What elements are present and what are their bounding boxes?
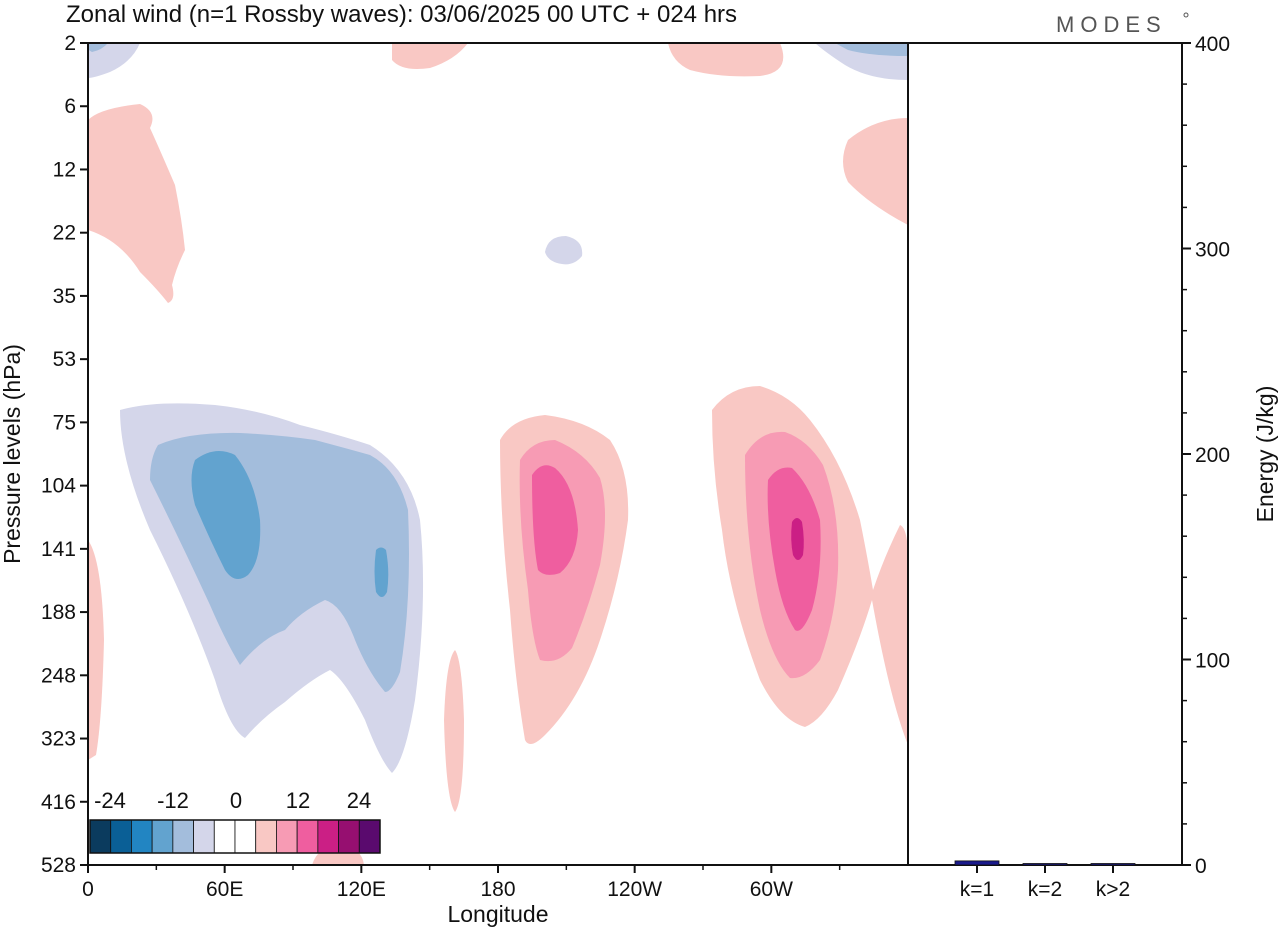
colorbar-labels: -24 -12 0 12 24 xyxy=(94,788,371,813)
y-tick-label: 188 xyxy=(41,601,76,624)
energy-y-ticks: 0 100 200 300 400 xyxy=(1182,33,1230,878)
y-tick-label: 104 xyxy=(41,475,76,498)
y-tick-label: 35 xyxy=(53,285,76,308)
colorbar-label: 0 xyxy=(230,788,242,813)
y-tick-label: 75 xyxy=(53,411,76,434)
y-tick-label: 22 xyxy=(53,222,76,245)
registered-mark-icon xyxy=(1183,12,1189,18)
contour-neg-small xyxy=(545,236,583,265)
energy-tick-label: 100 xyxy=(1195,650,1230,673)
colorbar-label: -12 xyxy=(157,788,189,813)
contour-plot: -24 -12 0 12 24 2 6 12 22 35 53 75 104 141 188 248 323 4… xyxy=(41,32,909,901)
y-tick-label: 416 xyxy=(41,791,76,814)
colorbar xyxy=(89,819,381,854)
energy-bars xyxy=(954,860,1136,866)
x-axis-ticks: 0 60E 120E 180 120W 60W xyxy=(82,865,841,901)
colorbar-swatch xyxy=(151,819,174,854)
y-axis-ticks: 2 6 12 22 35 53 75 104 141 188 248 323 416 528 xyxy=(41,32,88,877)
colorbar-label: 12 xyxy=(286,788,310,813)
energy-bar xyxy=(1090,863,1136,866)
y-tick-label: 6 xyxy=(64,95,76,118)
colorbar-swatch xyxy=(131,819,153,854)
x-tick-label: 120E xyxy=(337,878,386,901)
colorbar-swatch xyxy=(255,819,277,854)
y-tick-label: 2 xyxy=(64,32,76,55)
contour-neg-top-right-core xyxy=(835,43,908,56)
colorbar-swatch xyxy=(317,819,339,854)
colorbar-label: -24 xyxy=(94,788,126,813)
y-axis-label: Pressure levels (hPa) xyxy=(0,344,25,564)
energy-tick-label: 400 xyxy=(1195,33,1230,56)
y-tick-label: 248 xyxy=(41,664,76,687)
colorbar-swatch xyxy=(89,819,112,854)
x-tick-label: 180 xyxy=(480,878,515,901)
colorbar-swatch xyxy=(193,819,215,854)
energy-tick-label: 300 xyxy=(1195,239,1230,262)
brand-logo: MODES xyxy=(1056,12,1167,37)
energy-axis-label: Energy (J/kg) xyxy=(1252,386,1278,523)
bar-frame xyxy=(907,42,1183,866)
energy-tick-label: 200 xyxy=(1195,444,1230,467)
colorbar-swatch xyxy=(234,819,257,854)
energy-x-labels: k=1 k=2 k>2 xyxy=(960,865,1130,901)
colorbar-swatch xyxy=(338,819,360,854)
energy-x-label: k>2 xyxy=(1096,878,1130,901)
colorbar-frame xyxy=(89,819,381,854)
x-tick-label: 60W xyxy=(750,878,793,901)
energy-bar-chart: 0 100 200 300 400 k=1 k=2 k>2 xyxy=(907,33,1230,901)
x-tick-label: 120W xyxy=(607,878,662,901)
colorbar-swatch xyxy=(110,819,132,854)
colorbar-label: 24 xyxy=(347,788,371,813)
energy-x-label: k=1 xyxy=(960,878,994,901)
contour-pos-right-core xyxy=(791,518,804,560)
contour-pos-upper-left xyxy=(88,104,185,303)
x-axis-label: Longitude xyxy=(447,901,548,927)
contour-pos-top-mid xyxy=(392,43,468,69)
energy-bar xyxy=(1022,863,1068,866)
contour-neg-top-left xyxy=(88,43,140,78)
chart-title: Zonal wind (n=1 Rossby waves): 03/06/202… xyxy=(66,1,737,28)
colorbar-swatch xyxy=(358,819,381,854)
energy-bar xyxy=(954,860,1000,866)
colorbar-swatch xyxy=(172,819,194,854)
contour-neg-inner-small xyxy=(374,547,389,597)
x-tick-label: 60E xyxy=(206,878,243,901)
contour-neg-inner xyxy=(191,451,261,579)
contour-pos-left-edge xyxy=(88,540,104,760)
y-tick-label: 53 xyxy=(53,348,76,371)
colorbar-swatch xyxy=(213,819,236,854)
contour-fills xyxy=(88,43,908,865)
y-tick-label: 323 xyxy=(41,728,76,751)
y-tick-label: 528 xyxy=(41,854,76,877)
y-tick-label: 12 xyxy=(53,158,76,181)
energy-x-label: k=2 xyxy=(1028,878,1062,901)
contour-pos-thin xyxy=(444,650,464,812)
y-tick-label: 141 xyxy=(41,538,76,561)
energy-tick-label: 0 xyxy=(1195,855,1207,878)
contour-pos-mid-inner xyxy=(532,465,578,575)
x-tick-label: 0 xyxy=(82,878,94,901)
contour-pos-top-right xyxy=(668,43,784,77)
colorbar-swatch xyxy=(276,819,298,854)
contour-pos-right-upper xyxy=(843,118,908,225)
contour-neg-top-left-core xyxy=(88,43,108,52)
colorbar-swatch xyxy=(296,819,319,854)
